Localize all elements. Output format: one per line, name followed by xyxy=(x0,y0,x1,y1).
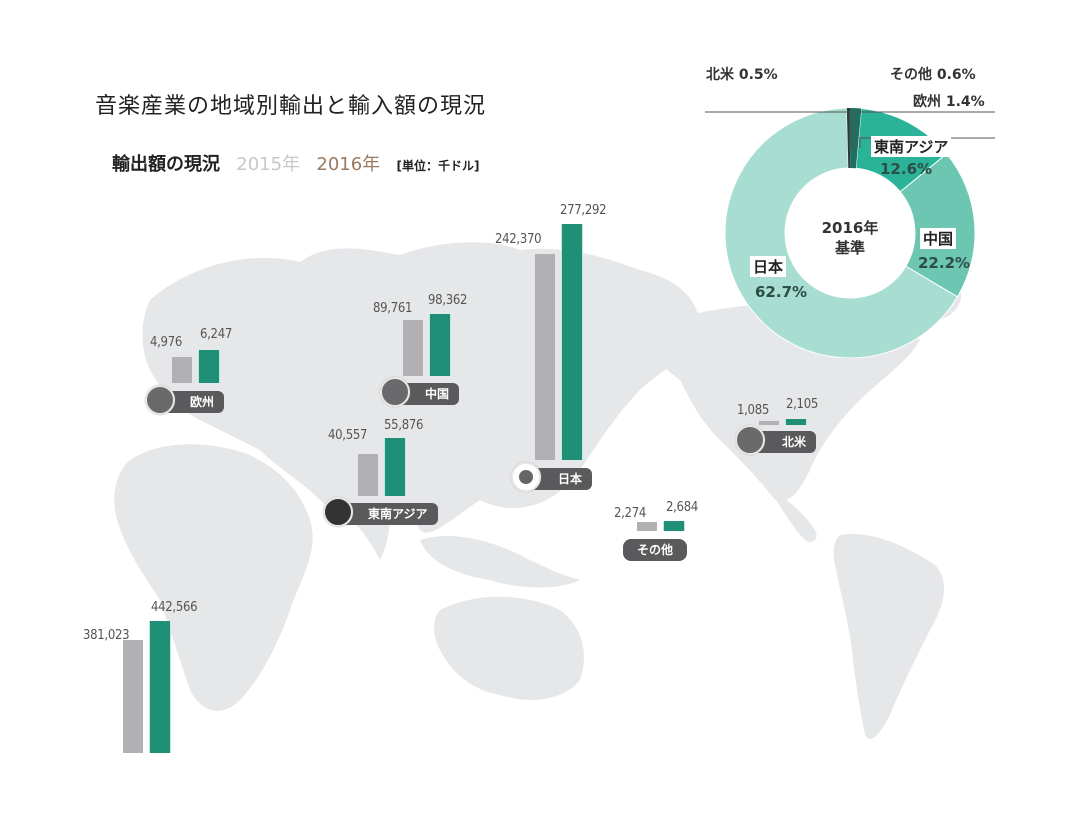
central-america-landmass xyxy=(770,490,817,542)
value-2015: 242,370 xyxy=(495,232,542,247)
donut-pct-sea: 12.6% xyxy=(880,160,933,178)
donut-pct-japan: 62.7% xyxy=(755,283,808,301)
value-2015: 2,274 xyxy=(614,506,646,521)
bar-2015 xyxy=(637,522,657,531)
region-label: 中国 xyxy=(395,383,460,405)
africa-landmass xyxy=(114,444,313,711)
value-2015: 1,085 xyxy=(737,403,769,418)
japan-flag-icon xyxy=(511,462,541,492)
value-2015: 40,557 xyxy=(328,428,368,443)
bar-2016 xyxy=(663,521,685,531)
donut-label-japan: 日本 xyxy=(750,256,787,277)
donut-center-basis: 基準 xyxy=(834,239,865,257)
bar-2015 xyxy=(358,454,378,496)
chart-subtitle: 輸出額の現況 2015年 2016年 [単位：千ドル] xyxy=(112,150,479,176)
region-label: 欧州 xyxy=(160,391,225,413)
us-flag-icon xyxy=(735,425,765,455)
donut-label-china: 中国 xyxy=(920,228,957,249)
bar-2015 xyxy=(535,254,555,460)
region-label: 日本 xyxy=(528,468,593,490)
donut-segment-china xyxy=(899,152,975,298)
callout-north-america: 北米 0.5% xyxy=(706,67,778,83)
australia-landmass xyxy=(434,596,584,700)
value-2016: 6,247 xyxy=(200,327,232,342)
south-america-landmass xyxy=(833,534,945,739)
bar-2016 xyxy=(149,621,171,753)
donut-label-sea: 東南アジア xyxy=(871,136,952,157)
donut-pct-china: 22.2% xyxy=(918,254,971,272)
unit-label: [単位：千ドル] xyxy=(396,159,480,173)
callout-other: その他 0.6% xyxy=(890,67,976,83)
bar-2015 xyxy=(123,640,143,753)
bar-2016 xyxy=(429,314,451,376)
value-2015: 381,023 xyxy=(83,628,130,643)
bar-2016 xyxy=(561,224,583,460)
value-2016: 442,566 xyxy=(151,600,198,615)
eu-flag-icon xyxy=(145,385,175,415)
value-2016: 2,684 xyxy=(666,500,698,515)
subtitle-label: 輸出額の現況 xyxy=(112,154,220,175)
region-label: その他 xyxy=(623,539,688,561)
japan-landmass xyxy=(585,330,610,402)
value-2016: 98,362 xyxy=(428,293,468,308)
value-2016: 277,292 xyxy=(560,203,607,218)
callout-europe: 欧州 1.4% xyxy=(913,94,985,110)
donut-center: 2016年 基準 xyxy=(800,218,900,258)
region-label: 東南アジア xyxy=(338,503,438,525)
sea-islands xyxy=(420,535,580,588)
legend-2015: 2015年 xyxy=(236,154,301,175)
region-label: 北米 xyxy=(752,431,817,453)
bar-2016 xyxy=(384,438,406,496)
page-title: 音楽産業の地域別輸出と輸入額の現況 xyxy=(95,94,487,119)
asia-globe-icon xyxy=(323,497,353,527)
donut-segment-japan xyxy=(725,108,959,358)
bar-2015 xyxy=(759,421,779,425)
bar-2016 xyxy=(198,350,220,383)
bar-2015 xyxy=(172,357,192,383)
value-2016: 55,876 xyxy=(384,418,424,433)
value-2015: 89,761 xyxy=(373,301,413,316)
value-2015: 4,976 xyxy=(150,335,182,350)
donut-segment-europe xyxy=(850,108,862,169)
legend-2016: 2016年 xyxy=(316,154,381,175)
donut-center-year: 2016年 xyxy=(821,219,879,237)
bar-2016 xyxy=(785,419,807,425)
value-2016: 2,105 xyxy=(786,397,818,412)
china-flag-icon xyxy=(380,377,410,407)
bar-2015 xyxy=(403,320,423,376)
